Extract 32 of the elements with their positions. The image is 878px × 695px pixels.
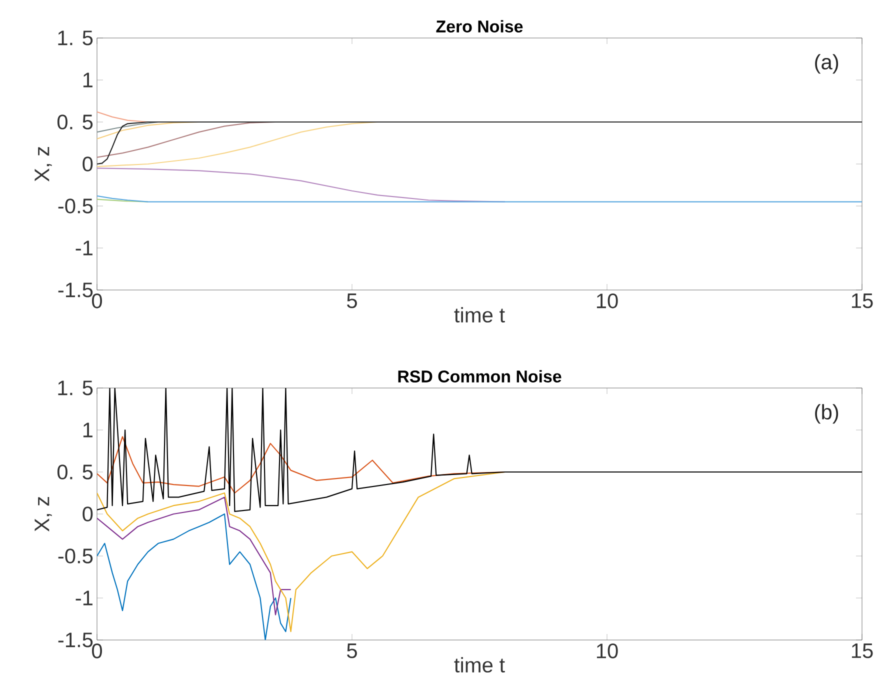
y-tick-label: 1. 5 [58,380,93,396]
y-tick-label: 0 [82,156,93,172]
y-tick-label: -0.5 [58,198,93,214]
y-tick-label: 1 [83,72,92,88]
y-tick-label: 0 [82,506,93,522]
x-tick-label: 10 [596,644,618,658]
y-tick-label: -0.5 [58,548,93,564]
y-tick-label: -1 [76,240,92,256]
y-axis-title: X, z [34,497,52,532]
line-series [97,388,862,512]
chart-title: Zero Noise [436,20,523,33]
x-axis-title: time t [454,307,505,323]
annotation: (a) [815,54,838,74]
chart-title: RSD Common Noise [398,370,562,383]
x-tick-label: 10 [596,294,618,308]
line-series [97,121,159,133]
y-tick-label: 0. 5 [57,464,93,480]
x-tick-label: 15 [852,294,873,308]
x-tick-label: 5 [347,294,357,308]
x-axis-title: time t [454,657,505,673]
y-tick-label: 1. 5 [58,30,93,46]
x-tick-label: 15 [852,644,873,658]
y-tick-label: -1.5 [58,632,93,648]
line-series [97,471,506,632]
y-tick-label: 1 [83,422,92,438]
y-tick-label: -1.5 [58,282,93,298]
annotation: (b) [815,404,838,424]
y-axis-title: X, z [34,147,52,182]
x-tick-label: 5 [347,644,357,658]
y-tick-label: 0. 5 [57,114,93,130]
line-series [97,513,292,640]
y-tick-label: -1 [76,590,92,606]
